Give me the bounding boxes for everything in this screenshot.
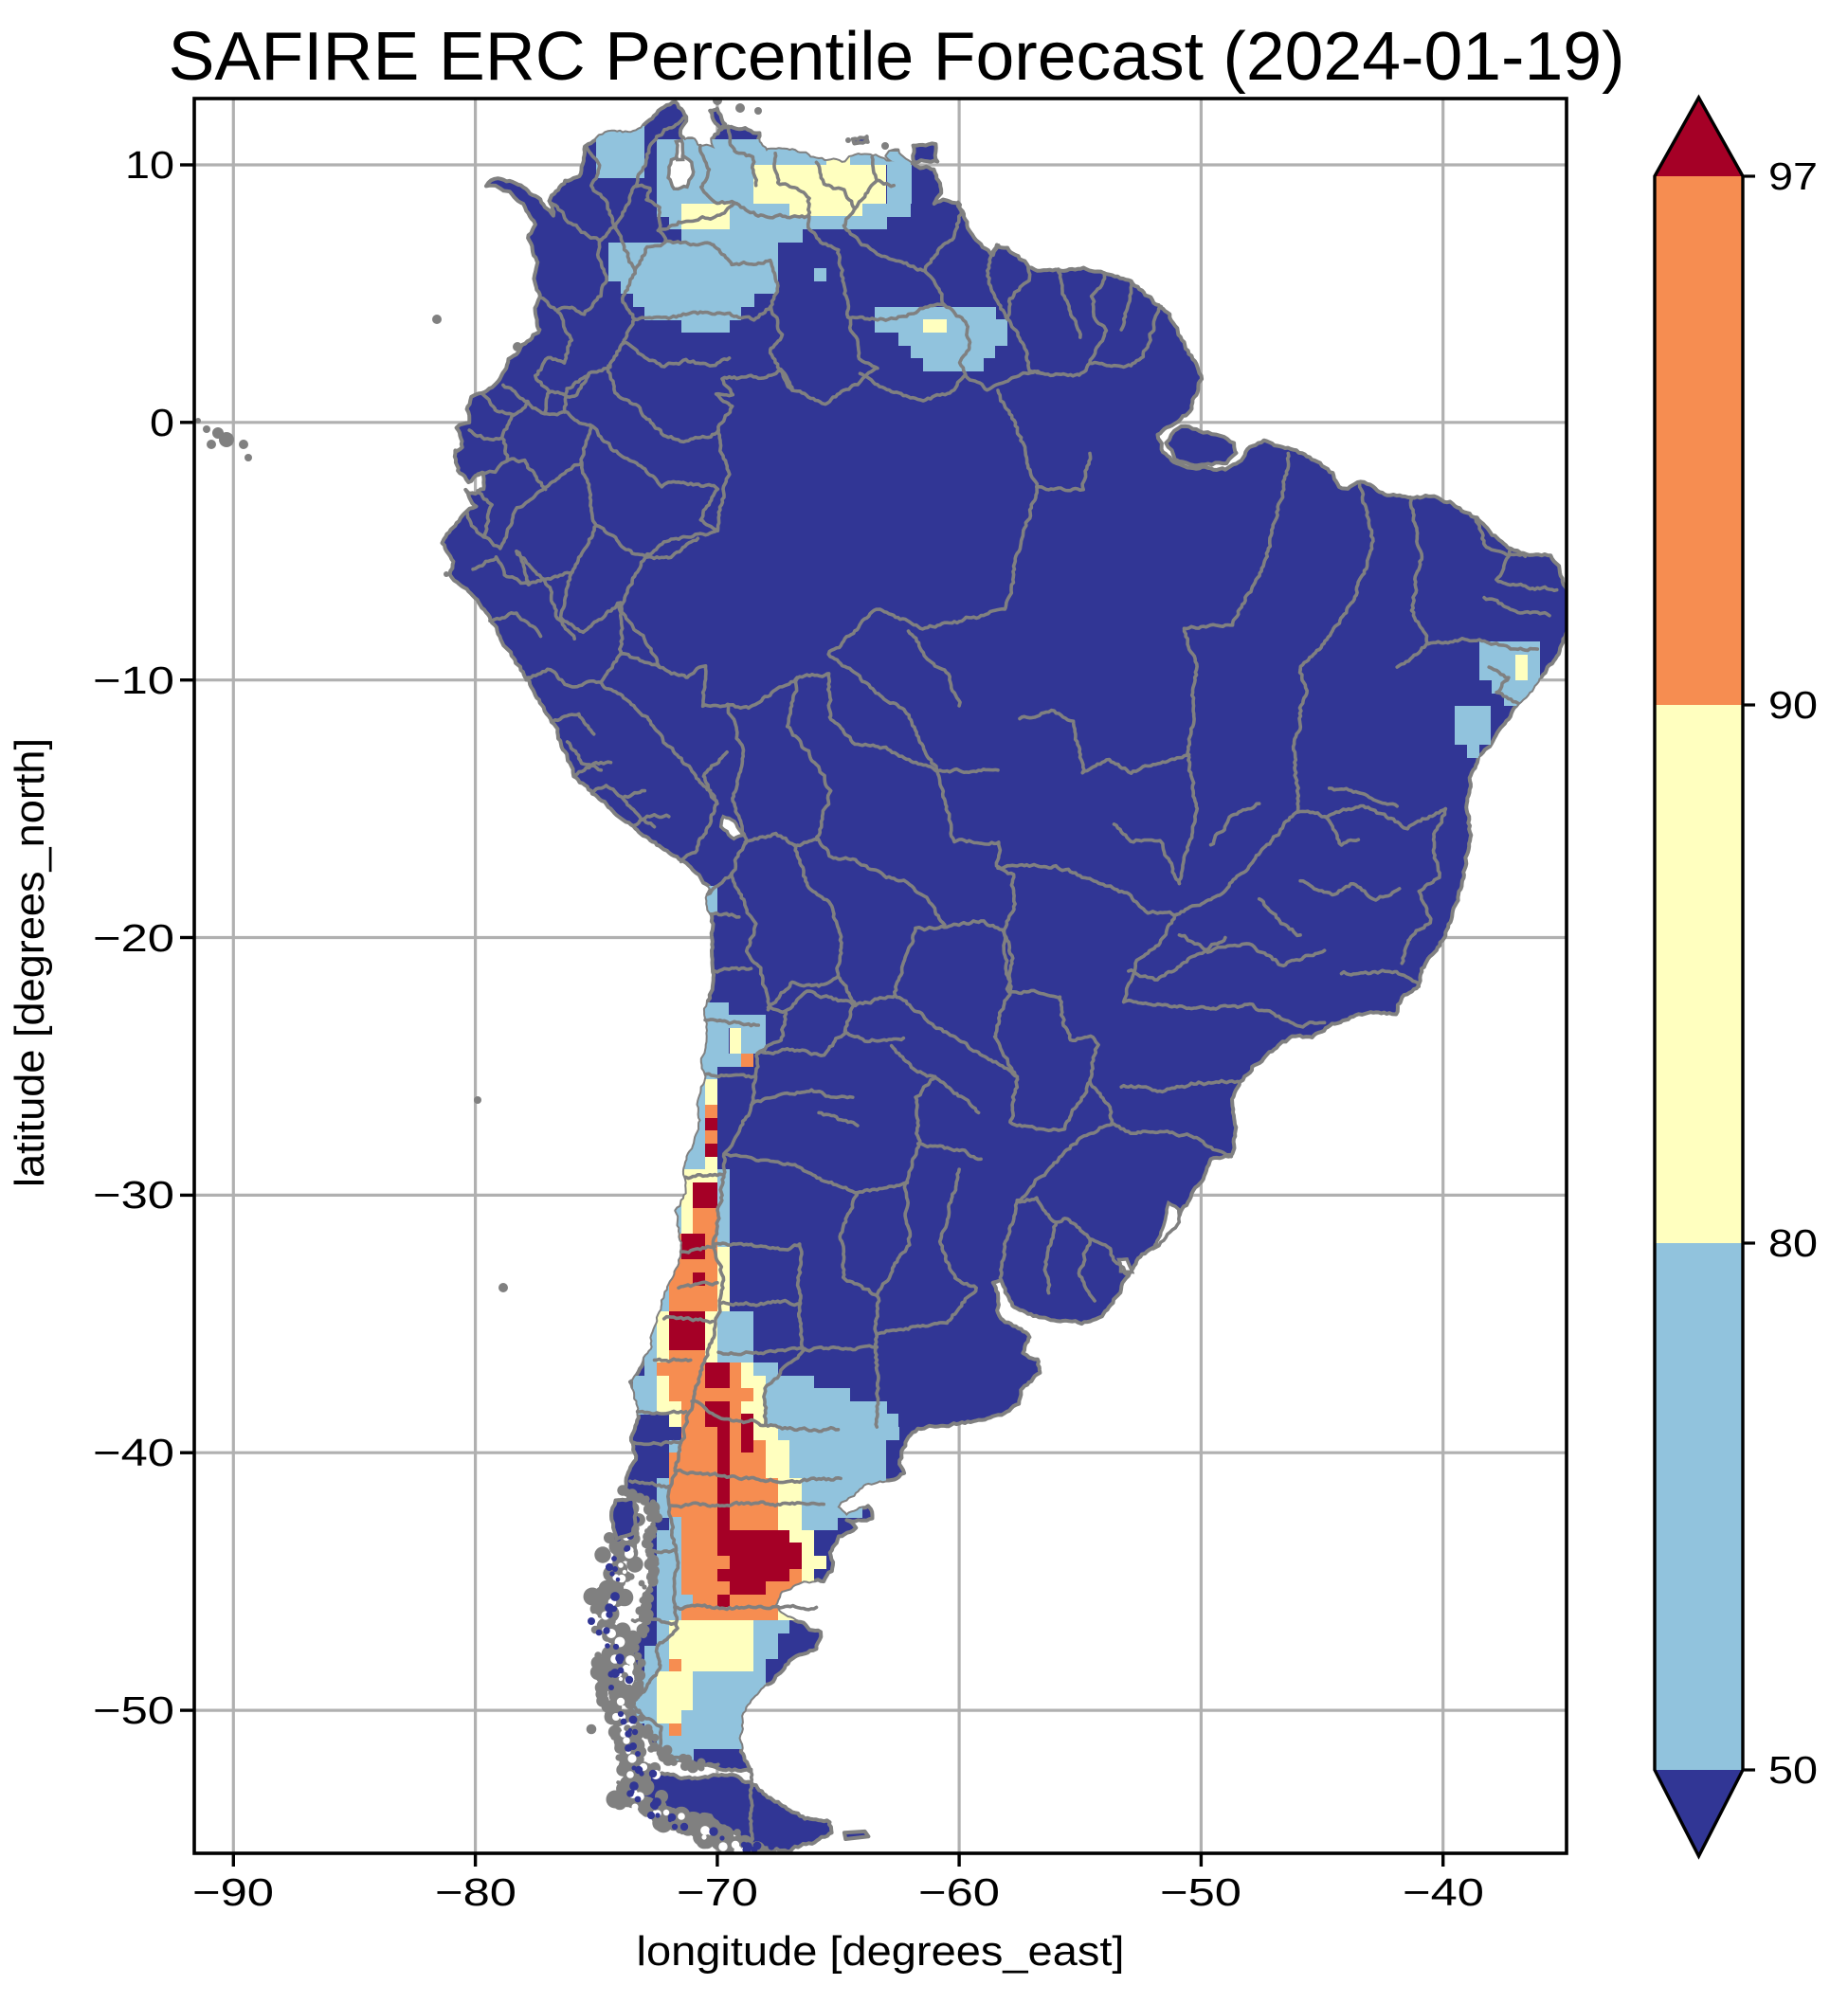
svg-text:90: 90 bbox=[1768, 683, 1818, 727]
svg-text:latitude [degrees_north]: latitude [degrees_north] bbox=[7, 738, 53, 1187]
svg-text:80: 80 bbox=[1768, 1221, 1818, 1265]
svg-text:−80: −80 bbox=[435, 1870, 516, 1914]
svg-text:−20: −20 bbox=[93, 916, 174, 960]
svg-text:10: 10 bbox=[125, 143, 174, 187]
svg-text:−40: −40 bbox=[93, 1431, 174, 1474]
svg-text:0: 0 bbox=[150, 401, 174, 444]
svg-text:−10: −10 bbox=[93, 659, 174, 702]
svg-text:−40: −40 bbox=[1403, 1870, 1484, 1914]
svg-text:−70: −70 bbox=[677, 1870, 758, 1914]
svg-text:SAFIRE ERC Percentile Forecast: SAFIRE ERC Percentile Forecast (2024-01-… bbox=[169, 19, 1625, 95]
svg-text:−90: −90 bbox=[192, 1870, 274, 1914]
svg-text:longitude [degrees_east]: longitude [degrees_east] bbox=[637, 1928, 1125, 1975]
svg-text:−50: −50 bbox=[93, 1688, 174, 1732]
svg-text:−50: −50 bbox=[1160, 1870, 1241, 1914]
svg-text:−30: −30 bbox=[93, 1173, 174, 1217]
svg-text:50: 50 bbox=[1768, 1748, 1818, 1792]
svg-text:97: 97 bbox=[1768, 154, 1818, 198]
svg-text:−60: −60 bbox=[918, 1870, 1000, 1914]
